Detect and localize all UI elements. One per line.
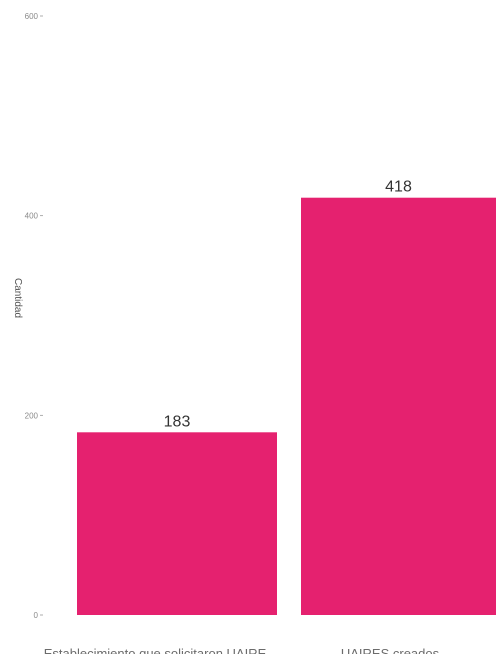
x-axis: Establecimiento que solicitaron UAIRE UAI… <box>44 646 440 654</box>
y-tick-label: 400 <box>25 212 39 221</box>
y-tick-label: 0 <box>34 611 39 620</box>
y-tick-label: 600 <box>25 12 39 21</box>
category-label: UAIRES creados <box>341 646 440 654</box>
bars: 183 418 <box>77 179 496 616</box>
y-tick-label: 200 <box>25 411 39 420</box>
bar <box>301 197 496 616</box>
category-label: Establecimiento que solicitaron UAIRE <box>44 646 267 654</box>
y-axis-label: Cantidad <box>12 278 23 318</box>
data-label: 183 <box>164 413 191 430</box>
y-axis: 0 200 400 600 <box>25 12 43 620</box>
bar <box>77 432 277 615</box>
data-label: 418 <box>385 179 412 196</box>
